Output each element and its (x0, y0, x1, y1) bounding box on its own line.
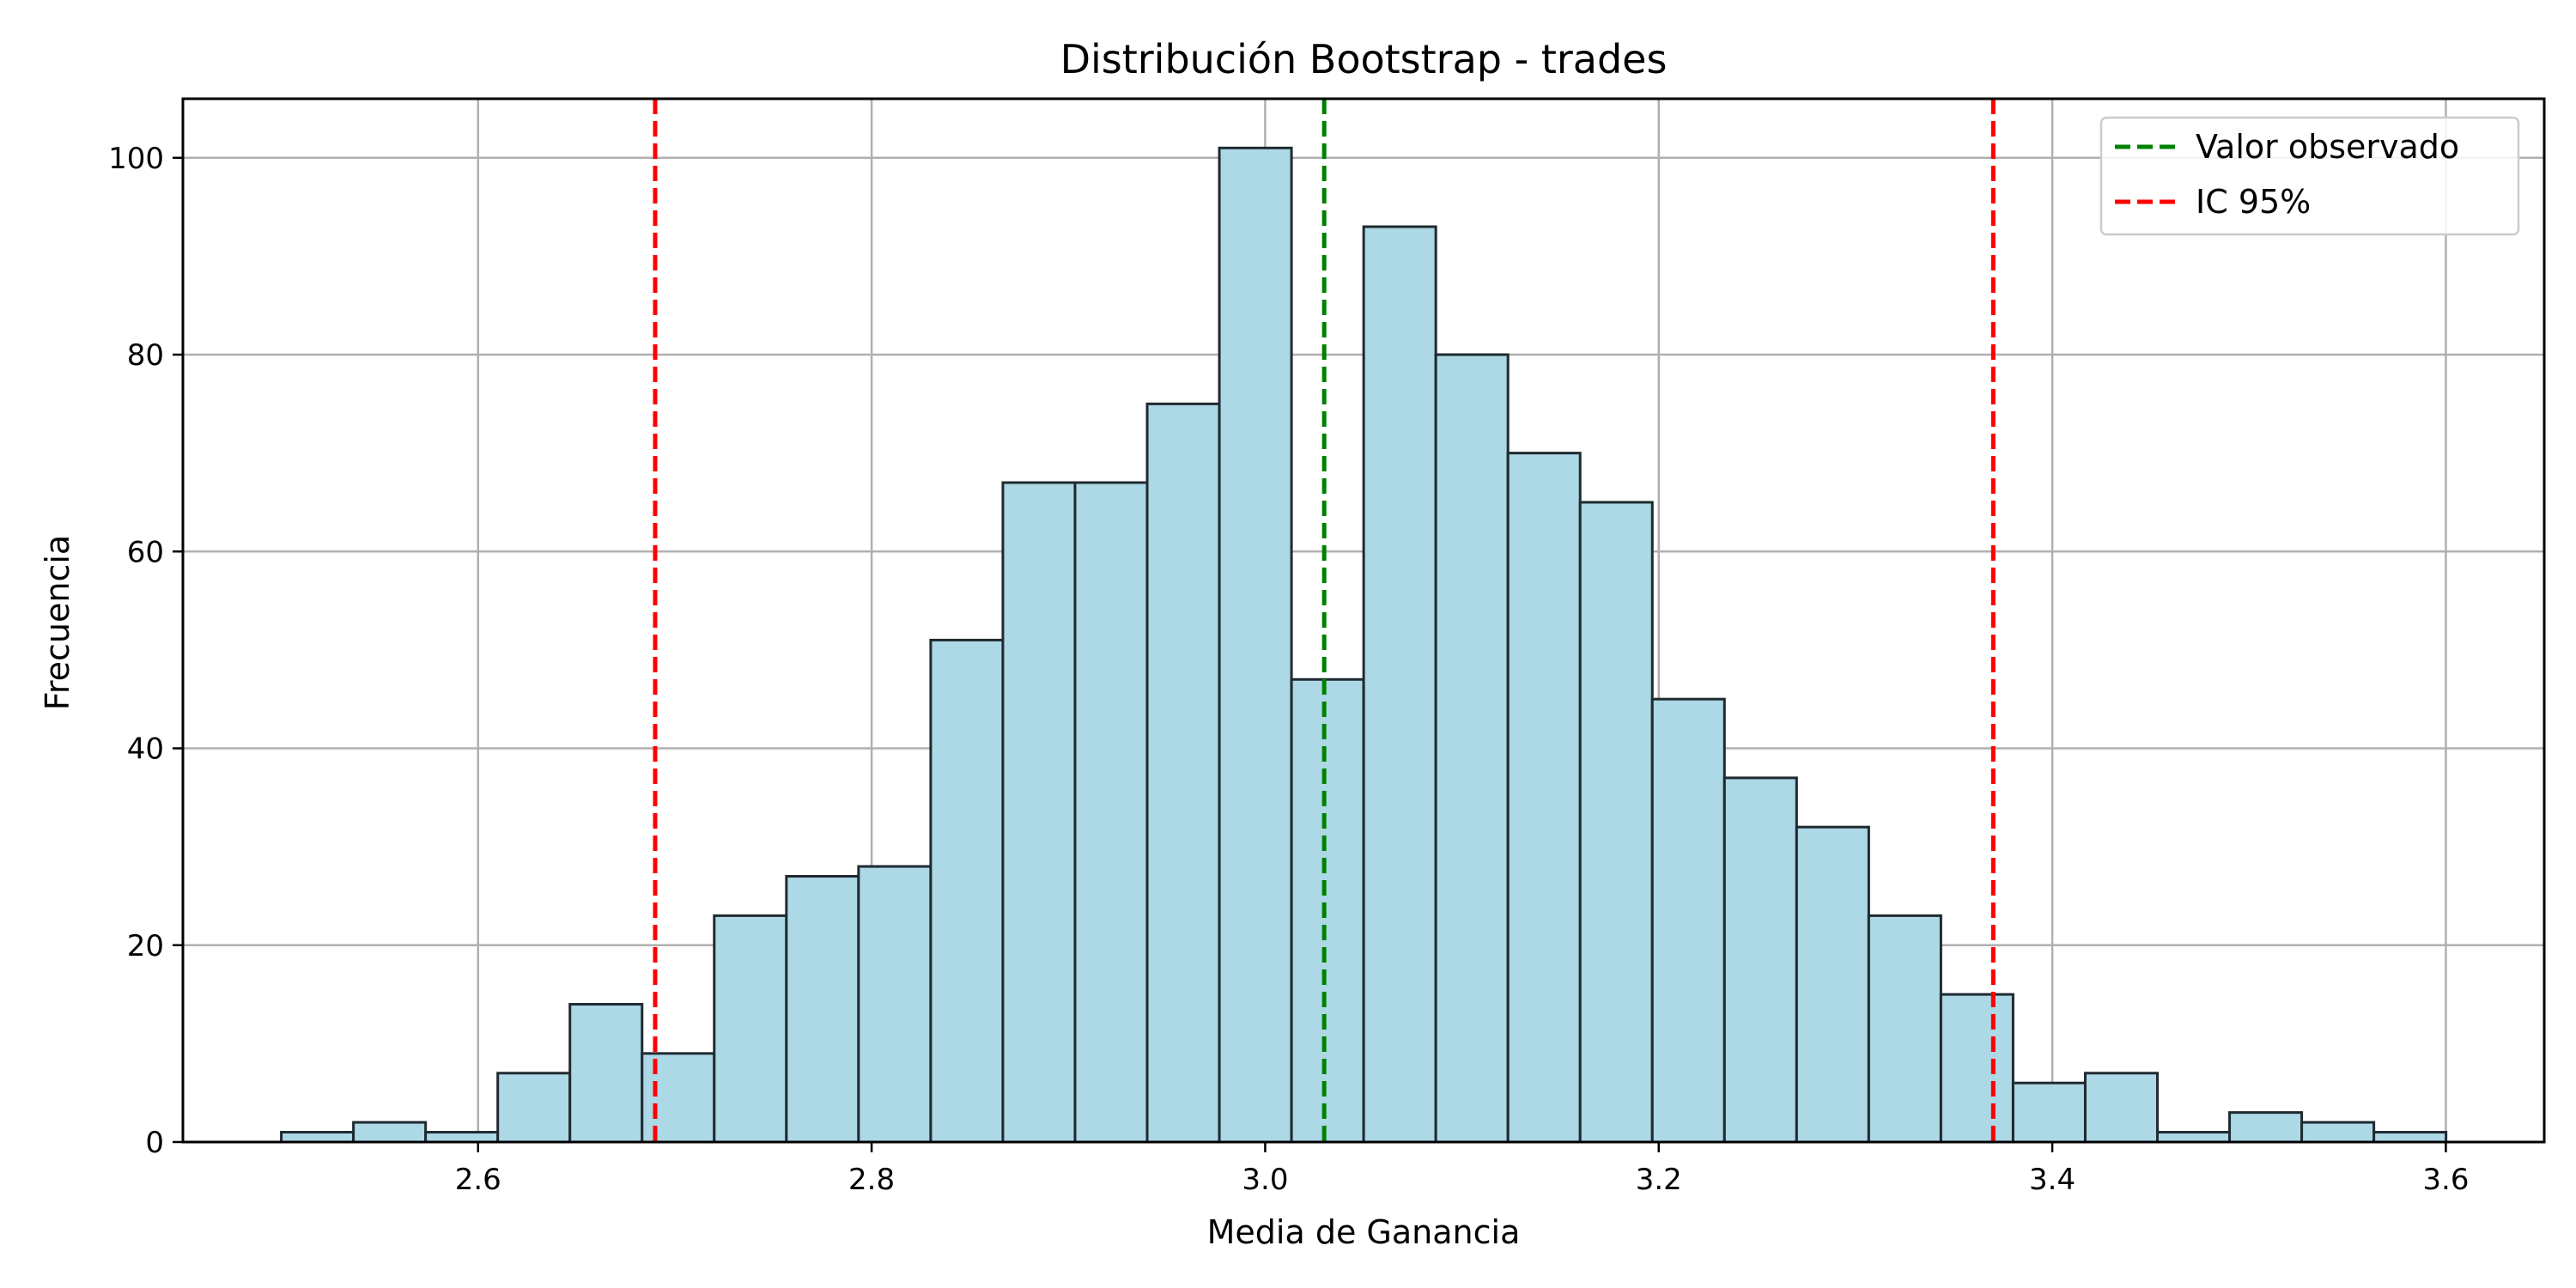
legend-label: Valor observado (2196, 128, 2459, 166)
histogram-bar (1506, 452, 1582, 1144)
bars-layer (280, 146, 2448, 1144)
histogram-bar (1722, 776, 1798, 1144)
y-tick-label: 80 (127, 338, 164, 373)
reference-lines-layer (653, 99, 1996, 1142)
x-tick-label: 3.2 (1636, 1163, 1682, 1197)
y-axis-title: Frecuencia (39, 535, 76, 710)
histogram-bar (1578, 501, 1654, 1144)
x-tick-label: 3.0 (1242, 1163, 1288, 1197)
y-tick-label: 20 (127, 929, 164, 963)
legend: Valor observado IC 95% (2099, 116, 2520, 236)
histogram-bar (2372, 1131, 2448, 1144)
y-tick-label: 40 (127, 732, 164, 767)
y-tick-label: 60 (127, 535, 164, 569)
x-tick-label: 3.6 (2422, 1163, 2469, 1197)
histogram-bar (424, 1131, 500, 1144)
histogram-bar (2156, 1131, 2232, 1144)
x-tick-label: 3.4 (2029, 1163, 2075, 1197)
histogram-bar (857, 865, 933, 1144)
histogram-bar (1362, 225, 1437, 1144)
ticks-layer: 2.6 2.8 3.0 3.2 3.4 3.6 0 20 40 60 80 100 (108, 142, 2469, 1197)
histogram-bar (2228, 1111, 2304, 1144)
axes-layer (181, 97, 2546, 1144)
x-tick-label: 2.8 (848, 1163, 895, 1197)
legend-box (2099, 116, 2520, 236)
histogram-bar (2300, 1121, 2376, 1144)
histogram-bar (1795, 825, 1870, 1144)
histogram-bar (1939, 993, 2014, 1144)
histogram-bar (280, 1131, 355, 1144)
histogram-bar (352, 1121, 428, 1144)
axes-frame (181, 97, 2546, 1144)
histogram-bar (2083, 1072, 2160, 1144)
y-tick-label: 0 (145, 1126, 164, 1160)
histogram-bar (641, 1052, 716, 1144)
histogram-bar (1073, 481, 1149, 1144)
x-axis-title: Media de Ganancia (1207, 1213, 1521, 1251)
histogram-bar (713, 914, 788, 1144)
histogram-bar (785, 875, 860, 1144)
histogram-bar (1218, 146, 1293, 1144)
histogram-bar (1650, 697, 1726, 1144)
histogram-bar (1145, 402, 1221, 1144)
histogram-bar (929, 638, 1005, 1144)
histogram-bar (496, 1072, 572, 1144)
histogram-bar (568, 1003, 644, 1144)
histogram-bar (2011, 1081, 2087, 1144)
histogram-bar (1001, 481, 1077, 1144)
x-tick-label: 2.6 (455, 1163, 501, 1197)
histogram-bar (1290, 677, 1365, 1144)
legend-label: IC 95% (2196, 183, 2311, 221)
histogram-bar (1434, 353, 1510, 1144)
histogram-bar (1867, 914, 1942, 1144)
y-tick-label: 100 (108, 142, 164, 176)
chart-title: Distribución Bootstrap - trades (1060, 36, 1668, 82)
